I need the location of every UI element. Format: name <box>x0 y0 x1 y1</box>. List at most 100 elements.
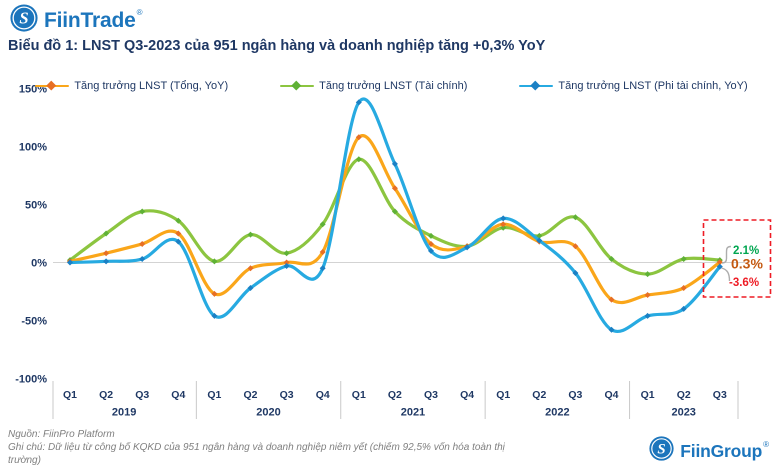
x-tick-quarter: Q1 <box>63 389 77 401</box>
series-phi-tai-chinh-marker <box>716 263 723 270</box>
fiingroup-logo: S FiinGroup® <box>649 436 769 466</box>
legend-label-tong: Tăng trưởng LNST (Tổng, YoY) <box>74 80 229 92</box>
series-phi-tai-chinh-marker <box>355 99 362 106</box>
series-phi-tai-chinh-marker <box>644 312 651 319</box>
fiingroup-logo-icon: S <box>649 436 674 466</box>
x-axis: Q1 Q2 Q3 Q4 2019 Q1 Q2 Q3 Q4 2020 Q1 Q2 Q3 Q4 2021 Q1 Q2… <box>52 381 739 419</box>
x-tick-quarter: Q4 <box>316 389 330 401</box>
series-tong-marker <box>608 296 615 303</box>
x-tick-year: 2023 <box>671 407 695 419</box>
registered-mark: ® <box>763 439 769 449</box>
x-tick-quarter: Q2 <box>388 389 402 401</box>
series-tong-marker <box>572 243 579 250</box>
series-tai-chinh-marker <box>500 224 507 231</box>
series-tong-marker <box>139 240 146 247</box>
series-tai-chinh-marker <box>283 250 290 257</box>
annotation-bracket-top <box>721 245 732 264</box>
series-tai-chinh-marker <box>175 217 182 224</box>
x-tick-quarter: Q4 <box>604 389 618 401</box>
registered-mark: ® <box>136 7 143 17</box>
legend-swatch-tai-chinh <box>280 80 315 91</box>
legend-item-tong[interactable]: Tăng trưởng LNST (Tổng, YoY) <box>35 80 228 92</box>
series-phi-tai-chinh-marker <box>572 269 579 276</box>
y-tick-label: 100% <box>19 141 47 153</box>
x-tick-quarter: Q1 <box>496 389 510 401</box>
series-tong-marker <box>103 250 110 257</box>
series-phi-tai-chinh-marker <box>500 215 507 222</box>
series-tong-marker <box>211 290 218 297</box>
x-tick-quarter: Q4 <box>460 389 474 401</box>
annotation-value-tong: 0.3% <box>731 256 763 272</box>
x-tick-quarter: Q2 <box>677 389 691 401</box>
x-tick-quarter: Q3 <box>713 389 727 401</box>
series-tong-marker <box>716 259 723 266</box>
x-tick-quarter: Q1 <box>207 389 221 401</box>
x-tick-quarter: Q3 <box>280 389 294 401</box>
diamond-marker-icon <box>531 80 541 90</box>
x-tick-year: 2022 <box>545 407 569 419</box>
fiintrade-logo: S FiinTrade® <box>10 4 142 37</box>
series-tai-chinh-line <box>68 157 722 276</box>
series-tong-marker <box>355 134 362 141</box>
y-tick-label: -100% <box>15 373 47 385</box>
series-phi-tai-chinh-marker <box>247 285 254 292</box>
series-tong-marker <box>283 259 290 266</box>
y-tick-label: 50% <box>25 199 47 211</box>
annotation-value-phi-tai-chinh: -3.6% <box>729 277 759 289</box>
y-axis-ticks: 150%100%50%0%-50%-100% <box>15 83 47 385</box>
series-tong-marker <box>500 221 507 228</box>
series-tai-chinh-marker <box>428 232 434 239</box>
series-tai-chinh-marker <box>139 208 146 215</box>
series-phi-tai-chinh-marker <box>608 326 615 333</box>
series-tong-marker <box>391 185 398 192</box>
diamond-marker-icon <box>46 80 57 90</box>
series-phi-tai-chinh-marker <box>391 160 398 167</box>
series-phi-tai-chinh-marker <box>464 244 471 251</box>
brand-name: FiinTrade <box>44 8 136 32</box>
x-tick-year: 2019 <box>112 407 136 419</box>
series-tong <box>67 133 723 305</box>
series-tai-chinh-marker <box>644 271 651 278</box>
x-tick-quarter: Q3 <box>424 389 438 401</box>
series-phi-tai-chinh-marker <box>428 247 434 254</box>
series-tai-chinh-marker <box>319 221 326 228</box>
series-tong-marker <box>247 265 254 272</box>
legend-item-phi-tai-chinh[interactable]: Tăng trưởng LNST (Phi tài chính, YoY) <box>519 80 748 92</box>
series-tai-chinh-marker <box>680 256 687 263</box>
footer-source: Nguồn: FiinPro Platform <box>8 429 115 440</box>
series-phi-tai-chinh-marker <box>283 262 290 269</box>
series-tong-marker <box>644 291 651 298</box>
series-tai-chinh-marker <box>211 258 218 265</box>
y-tick-label: 0% <box>31 257 47 269</box>
footer-note: Ghi chú: Dữ liệu từ công bố KQKD của 951… <box>8 442 505 466</box>
annotation-box <box>702 219 772 298</box>
series-tai-chinh-marker <box>247 231 254 238</box>
legend-label-phi-tai-chinh: Tăng trưởng LNST (Phi tài chính, YoY) <box>558 80 748 92</box>
y-tick-label: -50% <box>21 315 47 327</box>
series-tai-chinh-marker <box>608 256 615 263</box>
x-tick-quarter: Q4 <box>171 389 185 401</box>
series-tai-chinh-marker <box>391 208 398 215</box>
series-phi-tai-chinh-marker <box>103 258 110 265</box>
legend-item-tai-chinh[interactable]: Tăng trưởng LNST (Tài chính) <box>280 80 467 92</box>
chart-legend: Tăng trưởng LNST (Tổng, YoY) Tăng trưởng… <box>0 80 783 92</box>
series-tong-marker <box>680 285 687 292</box>
series-tong-marker <box>175 230 182 237</box>
svg-text:S: S <box>19 9 28 28</box>
series-tai-chinh-marker <box>355 156 362 163</box>
series-tong-line <box>68 133 722 305</box>
annotation-value-tai-chinh: 2.1% <box>733 245 759 257</box>
series-phi-tai-chinh-marker <box>139 256 146 263</box>
fiintrade-logo-icon: S <box>10 4 38 37</box>
series-phi-tai-chinh-marker <box>67 259 73 266</box>
series-phi-tai-chinh-line <box>68 97 722 333</box>
series-phi-tai-chinh-marker <box>211 312 218 319</box>
x-tick-quarter: Q3 <box>135 389 149 401</box>
x-tick-quarter: Q2 <box>243 389 257 401</box>
chart-title: Biểu đồ 1: LNST Q3-2023 của 951 ngân hàn… <box>8 38 546 54</box>
x-tick-quarter: Q1 <box>641 389 655 401</box>
x-tick-year: 2021 <box>401 407 425 419</box>
x-tick-quarter: Q2 <box>532 389 546 401</box>
